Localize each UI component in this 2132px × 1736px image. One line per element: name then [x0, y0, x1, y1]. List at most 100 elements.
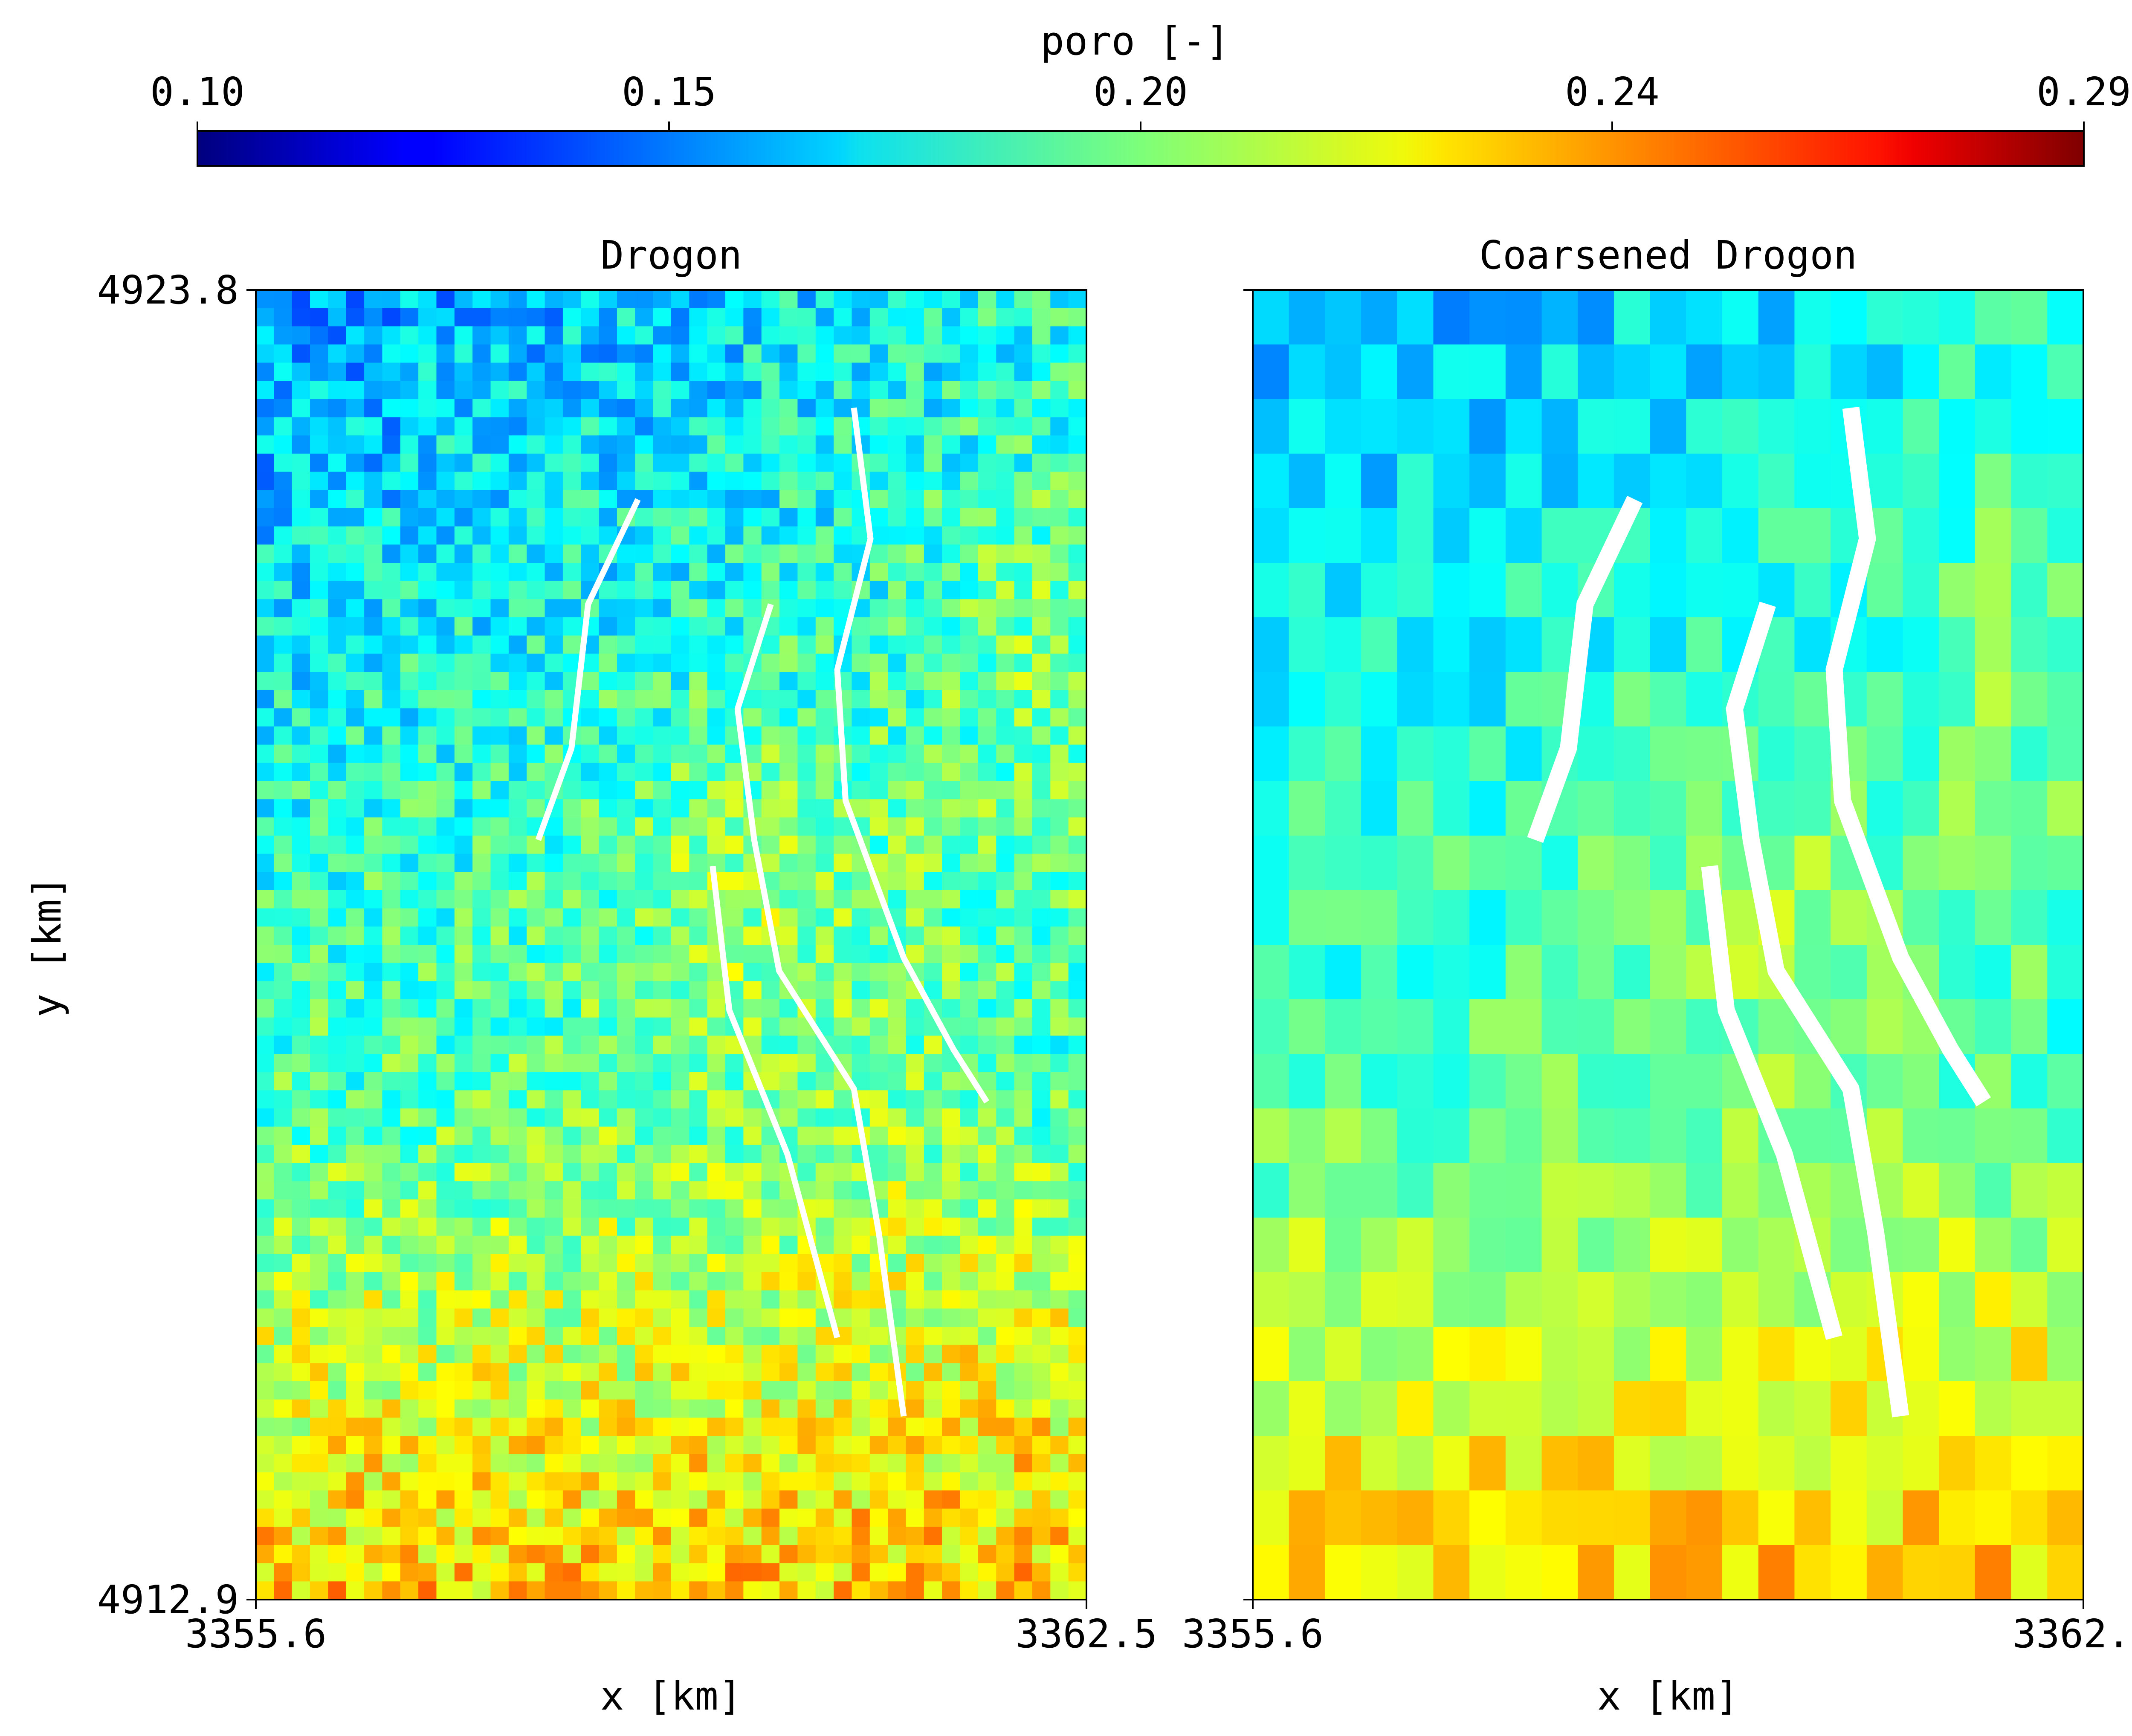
- heatmap-cell: [1722, 1381, 1759, 1436]
- heatmap-cell: [1050, 362, 1069, 382]
- heatmap-cell: [2011, 1054, 2048, 1109]
- heatmap-cell: [1903, 1436, 1940, 1491]
- heatmap-cell: [400, 1327, 419, 1345]
- heatmap-cell: [689, 963, 708, 982]
- heatmap-cell: [599, 344, 617, 363]
- heatmap-cell: [906, 854, 924, 873]
- heatmap-cell: [960, 726, 979, 745]
- heatmap-cell: [707, 763, 726, 781]
- heatmap-cell: [617, 1181, 636, 1200]
- heatmap-cell: [671, 908, 690, 927]
- heatmap-cell: [1253, 836, 1289, 891]
- heatmap-cell: [527, 326, 545, 345]
- heatmap-cell: [581, 1072, 600, 1091]
- heatmap-cell: [707, 1418, 726, 1436]
- heatmap-cell: [274, 926, 293, 945]
- heatmap-cell: [834, 945, 852, 963]
- heatmap-cell: [617, 362, 636, 382]
- heatmap-cell: [1014, 1126, 1033, 1146]
- heatmap-cell: [1866, 1436, 1903, 1491]
- heatmap-cell: [346, 744, 365, 764]
- heatmap-cell: [960, 817, 979, 836]
- heatmap-cell: [815, 1490, 834, 1509]
- heatmap-cell: [834, 472, 852, 491]
- heatmap-cell: [274, 1145, 293, 1163]
- heatmap-cell: [1253, 1490, 1289, 1545]
- heatmap-cell: [1541, 1490, 1579, 1545]
- heatmap-cell: [1650, 399, 1687, 454]
- heatmap-cell: [436, 1290, 455, 1309]
- heatmap-cell: [707, 1472, 726, 1491]
- heatmap-cell: [725, 308, 744, 327]
- heatmap-cell: [1433, 672, 1470, 727]
- heatmap-cell: [888, 1436, 907, 1455]
- heatmap-cell: [346, 1199, 365, 1218]
- heatmap-cell: [707, 1399, 726, 1418]
- heatmap-cell: [1032, 563, 1051, 582]
- heatmap-cell: [256, 526, 275, 545]
- heatmap-cell: [743, 726, 762, 745]
- heatmap-cell: [960, 544, 979, 563]
- heatmap-cell: [1650, 1381, 1687, 1436]
- heatmap-cell: [382, 1072, 401, 1091]
- heatmap-cell: [562, 1472, 582, 1491]
- heatmap-cell: [1505, 1108, 1542, 1163]
- heatmap-cell: [1050, 308, 1069, 327]
- heatmap-cell: [671, 1163, 690, 1182]
- heatmap-cell: [256, 1327, 275, 1345]
- heatmap-cell: [960, 344, 979, 363]
- heatmap-cell: [635, 581, 654, 600]
- heatmap-cell: [707, 326, 726, 345]
- heatmap-cell: [581, 308, 600, 327]
- heatmap-cell: [1014, 1308, 1033, 1327]
- heatmap-cell: [508, 308, 527, 327]
- heatmap-cell: [1289, 1218, 1326, 1273]
- heatmap-cell: [815, 945, 834, 963]
- heatmap-cell: [527, 490, 545, 509]
- heatmap-cell: [490, 1290, 509, 1309]
- heatmap-cell: [942, 1436, 961, 1455]
- heatmap-cell: [1903, 1108, 1940, 1163]
- heatmap-cell: [436, 599, 455, 618]
- heatmap-cell: [256, 1254, 275, 1273]
- heatmap-cell: [869, 1508, 888, 1528]
- heatmap-cell: [1032, 1163, 1051, 1182]
- heatmap-cell: [960, 563, 979, 582]
- heatmap-cell: [1686, 1545, 1723, 1600]
- heatmap-cell: [653, 836, 672, 854]
- heatmap-cell: [581, 817, 600, 836]
- heatmap-cell: [779, 381, 798, 399]
- heatmap-cell: [743, 1436, 762, 1455]
- heatmap-cell: [1325, 399, 1361, 454]
- heatmap-cell: [906, 781, 924, 800]
- heatmap-cell: [1068, 344, 1086, 363]
- heatmap-cell: [472, 526, 491, 545]
- heatmap-cell: [942, 1290, 961, 1309]
- heatmap-cell: [1068, 544, 1086, 563]
- heatmap-cell: [490, 726, 509, 745]
- heatmap-cell: [671, 981, 690, 1000]
- heatmap-cell: [400, 999, 419, 1018]
- heatmap-cell: [797, 1327, 816, 1345]
- heatmap-cell: [852, 1054, 870, 1073]
- heatmap-cell: [436, 836, 455, 854]
- heatmap-cell: [1794, 399, 1831, 454]
- heatmap-cell: [888, 1218, 907, 1236]
- heatmap-cell: [400, 1072, 419, 1091]
- heatmap-cell: [346, 1126, 365, 1146]
- heatmap-cell: [617, 981, 636, 1000]
- heatmap-cell: [1361, 399, 1398, 454]
- heatmap-cell: [562, 563, 582, 582]
- heatmap-cell: [418, 617, 437, 636]
- heatmap-cell: [1032, 1454, 1051, 1473]
- heatmap-cell: [1032, 417, 1051, 436]
- heatmap-cell: [1014, 1527, 1033, 1545]
- heatmap-cell: [472, 1054, 491, 1073]
- heatmap-cell: [671, 399, 690, 418]
- heatmap-cell: [599, 635, 617, 654]
- heatmap-cell: [707, 1490, 726, 1509]
- heatmap-cell: [869, 781, 888, 800]
- heatmap-cell: [274, 1563, 293, 1582]
- heatmap-cell: [906, 399, 924, 418]
